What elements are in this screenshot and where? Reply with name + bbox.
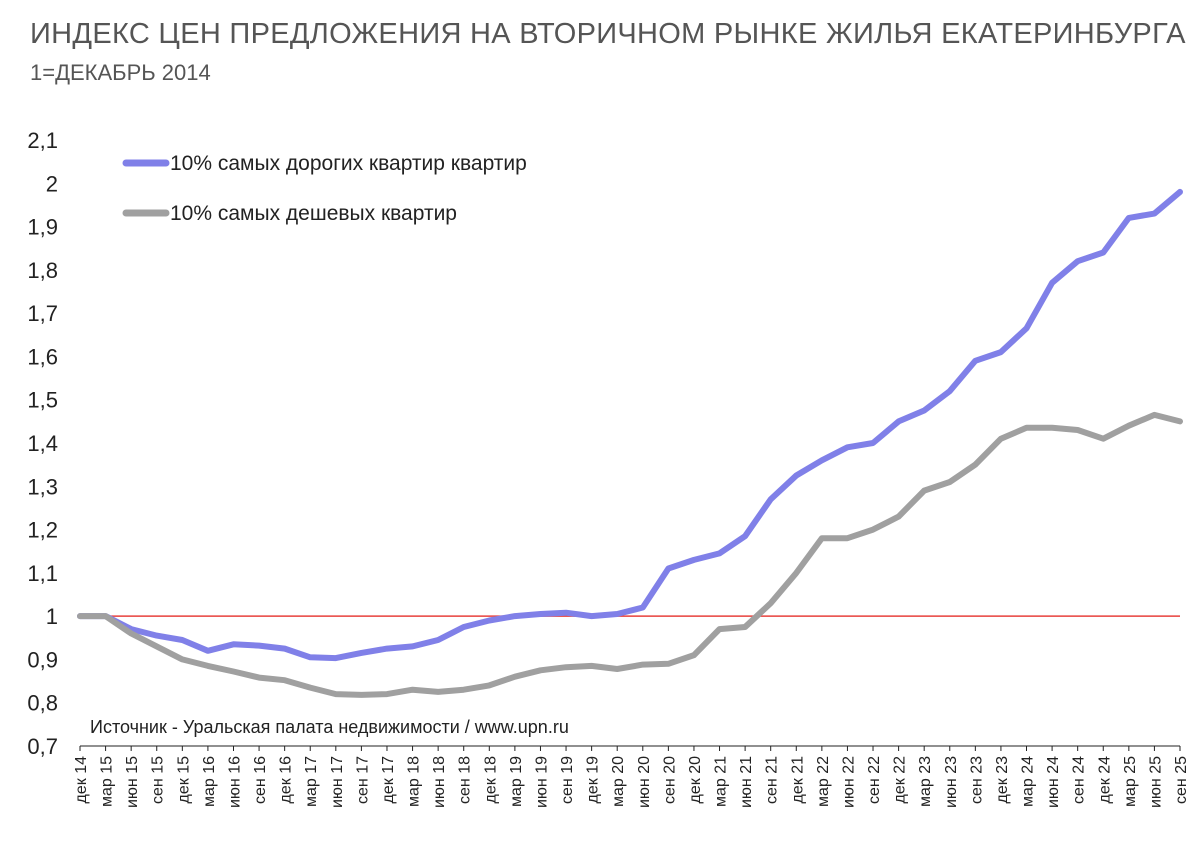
x-tick-label: мар 20 (610, 756, 627, 807)
y-tick-label: 0,7 (27, 734, 58, 759)
x-tick-label: дек 18 (482, 756, 499, 804)
x-tick-label: мар 18 (406, 756, 423, 807)
x-tick-label: сен 20 (661, 756, 678, 804)
x-tick-label: сен 19 (559, 756, 576, 804)
legend-label: 10% самых дешевых квартир (170, 202, 457, 225)
x-tick-label: дек 17 (380, 756, 397, 804)
x-tick-label: дек 15 (175, 756, 192, 804)
legend: 10% самых дорогих квартир квартир 10% сам… (122, 152, 527, 225)
x-tick-label: дек 14 (73, 756, 90, 804)
x-tick-label: июн 17 (329, 756, 346, 808)
x-tick-label: дек 19 (585, 756, 602, 804)
x-tick-label: сен 17 (354, 756, 371, 804)
x-tick-label: сен 25 (1173, 756, 1190, 804)
y-tick-label: 1,9 (27, 215, 58, 240)
x-tick-label: дек 21 (789, 756, 806, 804)
x-tick-label: мар 24 (1020, 756, 1037, 807)
x-tick-label: июн 22 (840, 756, 857, 808)
x-tick-label: июн 15 (124, 756, 141, 808)
y-tick-label: 1,4 (27, 431, 58, 456)
x-tick-label: мар 22 (815, 756, 832, 807)
y-tick-label: 1,7 (27, 301, 58, 326)
x-tick-label: июн 18 (431, 756, 448, 808)
y-tick-label: 0,9 (27, 647, 58, 672)
series-group (77, 188, 1183, 698)
x-tick-label: сен 24 (1071, 756, 1088, 804)
x-tick-label: июн 20 (636, 756, 653, 808)
chart-title: ИНДЕКС ЦЕН ПРЕДЛОЖЕНИЯ НА ВТОРИЧНОМ РЫНК… (30, 18, 1186, 50)
x-tick-label: июн 23 (943, 756, 960, 808)
y-tick-label: 1,3 (27, 474, 58, 499)
x-tick-label: мар 19 (508, 756, 525, 807)
y-tick-label: 1,5 (27, 388, 58, 413)
x-tick-label: дек 20 (687, 756, 704, 804)
x-tick-label: сен 16 (252, 756, 269, 804)
x-tick-label: мар 15 (99, 756, 116, 807)
y-tick-label: 0,8 (27, 691, 58, 716)
x-tick-label: июн 24 (1045, 756, 1062, 808)
x-tick-label: сен 15 (150, 756, 167, 804)
y-axis-ticks: 0,7 0,8 0,9 1 1,1 1,2 1,3 1,4 1,5 1,6 1,7 1,8 1,9 2 2,… (27, 128, 58, 759)
x-tick-label: мар 25 (1122, 756, 1139, 807)
x-tick-label: июн 16 (226, 756, 243, 808)
y-tick-label: 1 (46, 604, 58, 629)
chart-subtitle: 1=ДЕКАБРЬ 2014 (30, 60, 211, 85)
legend-label: 10% самых дорогих квартир квартир (170, 152, 527, 175)
series-line-expensive (77, 188, 1183, 662)
y-tick-label: 2 (46, 171, 58, 196)
y-tick-label: 1,2 (27, 518, 58, 543)
x-tick-label: мар 21 (713, 756, 730, 807)
x-tick-label: дек 24 (1096, 756, 1113, 804)
x-tick-label: июн 25 (1147, 756, 1164, 808)
x-axis-ticks: дек 14 мар 15 июн 15 сен 15 дек 15 мар 16 июн … (73, 746, 1190, 808)
y-tick-label: 1,8 (27, 258, 58, 283)
x-tick-label: дек 22 (892, 756, 909, 804)
y-tick-label: 2,1 (27, 128, 58, 153)
x-tick-label: июн 19 (533, 756, 550, 808)
x-tick-label: мар 23 (917, 756, 934, 807)
x-tick-label: дек 16 (278, 756, 295, 804)
x-tick-label: дек 23 (994, 756, 1011, 804)
source-annotation: Источник - Уральская палата недвижимости… (90, 717, 569, 737)
x-tick-label: сен 22 (866, 756, 883, 804)
x-tick-label: мар 16 (201, 756, 218, 807)
x-tick-label: июн 21 (738, 756, 755, 808)
y-tick-label: 1,1 (27, 561, 58, 586)
x-tick-label: сен 23 (968, 756, 985, 804)
series-line-cheap (77, 411, 1183, 698)
x-tick-label: сен 21 (764, 756, 781, 804)
y-tick-label: 1,6 (27, 344, 58, 369)
x-tick-label: мар 17 (303, 756, 320, 807)
x-tick-label: сен 18 (457, 756, 474, 804)
